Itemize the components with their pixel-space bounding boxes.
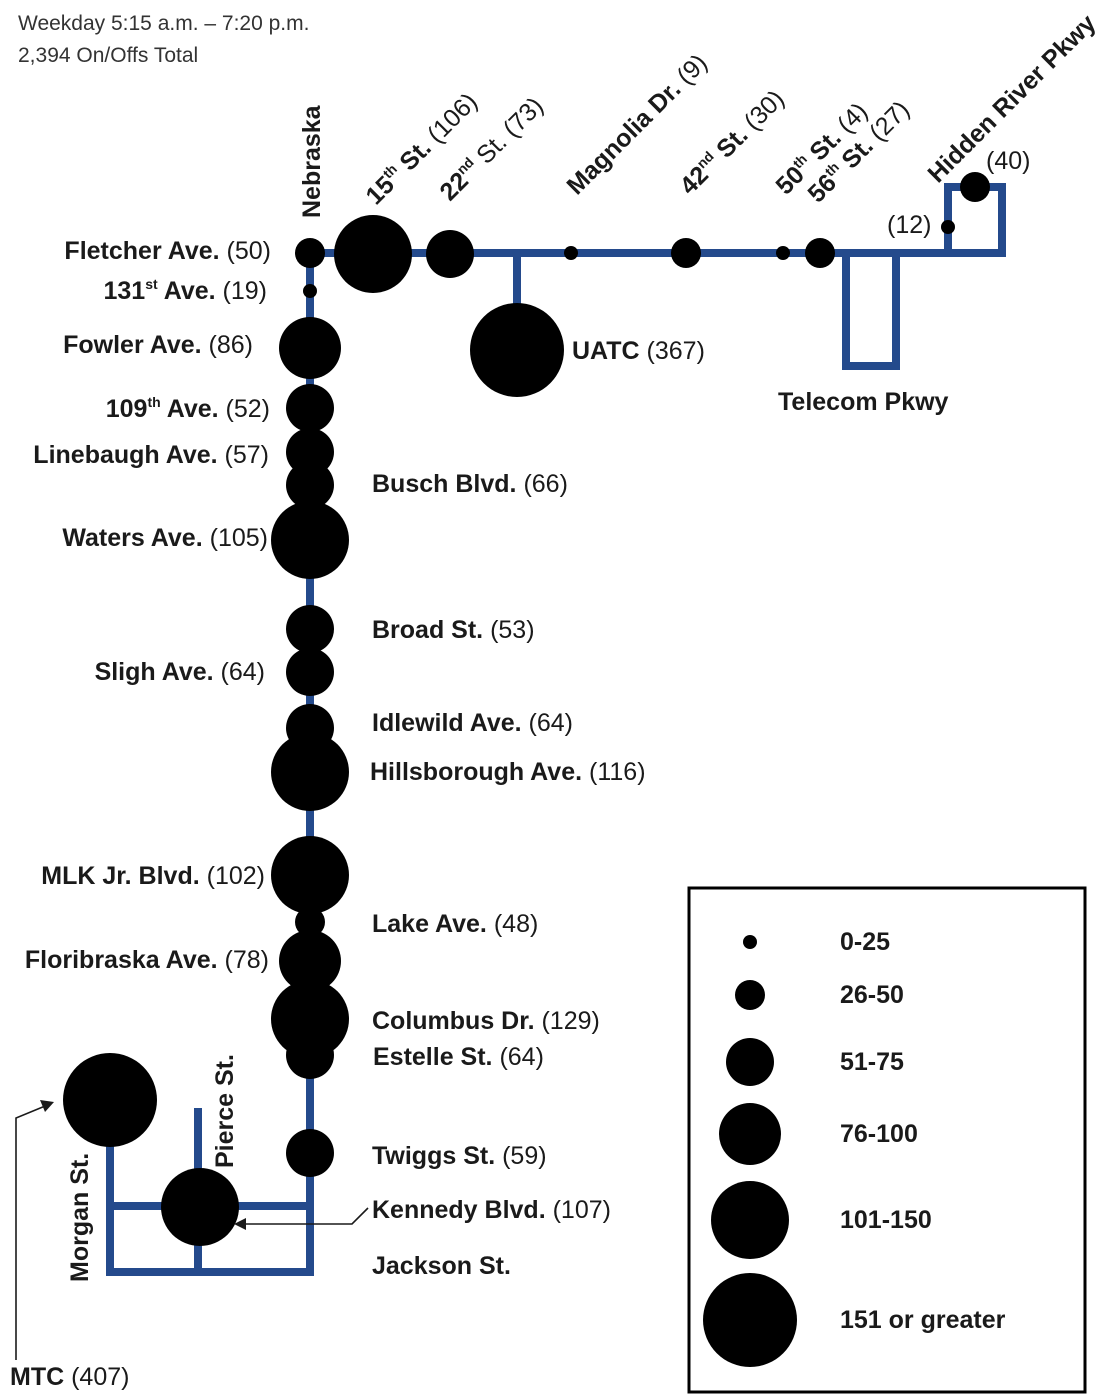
legend-label-51-75: 51-75 — [840, 1048, 904, 1076]
label-131st: 131st Ave. (19) — [104, 276, 268, 305]
label-hillsborough: Hillsborough Ave. (116) — [370, 758, 646, 786]
stop-hillsborough — [271, 733, 349, 811]
stop-broad — [286, 605, 334, 653]
label-hidden-river-small: (12) — [887, 211, 931, 239]
legend-label-151-plus: 151 or greater — [840, 1306, 1006, 1334]
legend-symbol-26-50 — [735, 980, 765, 1010]
label-twiggs: Twiggs St. (59) — [372, 1142, 547, 1170]
stop-linebaugh — [286, 428, 334, 476]
legend-label-101-150: 101-150 — [840, 1206, 932, 1234]
mtc-arrowhead — [40, 1100, 54, 1112]
label-linebaugh: Linebaugh Ave. (57) — [33, 441, 269, 469]
stop-109th — [286, 384, 334, 432]
downtown-loop-line — [106, 1136, 314, 1276]
stop-columbus — [271, 980, 349, 1058]
label-fletcher: Fletcher Ave. (50) — [64, 237, 271, 265]
label-lake: Lake Ave. (48) — [372, 910, 538, 938]
label-nebraska: Nebraska — [298, 104, 326, 218]
service-span-text: Weekday 5:15 a.m. – 7:20 p.m. — [18, 12, 309, 35]
label-columbus: Columbus Dr. (129) — [372, 1007, 600, 1035]
stop-floribraska — [279, 930, 341, 992]
legend-label-76-100: 76-100 — [840, 1120, 918, 1148]
stop-magnolia — [564, 246, 578, 260]
stop-22nd — [426, 230, 474, 278]
stop-circles — [63, 172, 990, 1246]
legend-symbol-151-plus — [703, 1273, 797, 1367]
legend-symbol-76-100 — [719, 1103, 781, 1165]
stop-fletcher — [295, 238, 325, 268]
legend-symbol-0-25 — [743, 935, 757, 949]
label-kennedy: Kennedy Blvd. (107) — [372, 1196, 611, 1224]
total-on-offs-text: 2,394 On/Offs Total — [18, 44, 198, 67]
label-broad: Broad St. (53) — [372, 616, 535, 644]
stop-56th — [805, 238, 835, 268]
label-idlewild: Idlewild Ave. (64) — [372, 709, 573, 737]
stop-mlk — [271, 836, 349, 914]
label-56th: 56th St. (27) — [802, 95, 915, 208]
legend-label-0-25: 0-25 — [840, 928, 890, 956]
legend-label-26-50: 26-50 — [840, 981, 904, 1009]
stop-twiggs — [286, 1129, 334, 1177]
label-mlk: MLK Jr. Blvd. (102) — [41, 862, 265, 890]
stop-hidden-river-small — [941, 220, 955, 234]
label-109th: 109th Ave. (52) — [106, 394, 270, 423]
legend-symbol-101-150 — [711, 1181, 789, 1259]
stop-hidden-river — [960, 172, 990, 202]
stop-131st — [303, 284, 317, 298]
stop-uatc — [470, 303, 564, 397]
label-uatc: UATC (367) — [572, 337, 705, 365]
mtc-arrow — [15, 1103, 51, 1360]
label-jackson: Jackson St. — [372, 1252, 511, 1280]
stop-waters — [271, 501, 349, 579]
stop-42nd — [671, 238, 701, 268]
callout-arrows — [15, 1103, 369, 1360]
label-estelle: Estelle St. (64) — [373, 1043, 544, 1071]
label-mtc: MTC (407) — [10, 1363, 129, 1391]
stop-50th — [776, 246, 790, 260]
stop-kennedy — [161, 1168, 239, 1246]
kennedy-arrowhead — [234, 1218, 246, 1230]
stop-15th — [334, 215, 412, 293]
telecom-loop-line — [842, 249, 900, 370]
label-pierce: Pierce St. — [211, 1054, 239, 1168]
stop-busch — [286, 461, 334, 509]
label-telecom: Telecom Pkwy — [778, 388, 949, 416]
stop-sligh — [286, 648, 334, 696]
label-sligh: Sligh Ave. (64) — [95, 658, 265, 686]
stop-fowler — [279, 317, 341, 379]
stop-mtc — [63, 1053, 157, 1147]
legend-symbol-51-75 — [726, 1038, 774, 1086]
label-fowler: Fowler Ave. (86) — [63, 331, 253, 359]
label-morgan: Morgan St. — [66, 1153, 94, 1282]
kennedy-arrow — [238, 1207, 369, 1225]
label-waters: Waters Ave. (105) — [62, 524, 268, 552]
label-floribraska: Floribraska Ave. (78) — [25, 946, 269, 974]
label-hidden-river-stop: (40) — [986, 147, 1030, 175]
stop-lake — [295, 907, 325, 937]
label-busch: Busch Blvd. (66) — [372, 470, 568, 498]
legend: 0-25 26-50 51-75 76-100 101-150 151 or g… — [687, 886, 1087, 1394]
